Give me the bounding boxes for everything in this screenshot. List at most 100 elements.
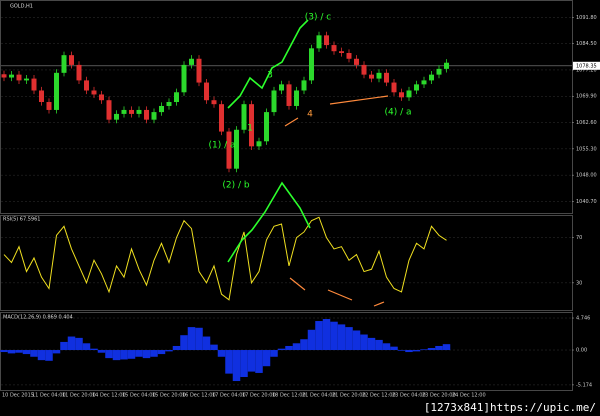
- macd-bar: [52, 350, 61, 354]
- macd-bar: [7, 350, 16, 354]
- x-tick-label: 11 Dec 20:00: [62, 393, 96, 399]
- candle-body: [114, 113, 119, 120]
- rsi-arrow: [327, 289, 353, 301]
- macd-bar: [285, 345, 293, 351]
- wave-label: (2) / b: [222, 181, 250, 191]
- macd-bar: [150, 350, 158, 357]
- macd-bar: [217, 350, 226, 357]
- macd-bar: [232, 350, 241, 382]
- watermark-box: [426, 399, 600, 416]
- price-label-box: [573, 61, 600, 70]
- candle-body: [249, 104, 254, 147]
- x-tick-label: 23 Dec 20:00: [422, 393, 456, 399]
- macd-bar: [442, 344, 451, 351]
- candle-body: [106, 100, 112, 120]
- candle-body: [429, 74, 434, 81]
- x-tick-label: 16 Dec 12:00: [182, 393, 216, 399]
- candle-body: [24, 78, 29, 81]
- macd-bar: [247, 350, 256, 372]
- x-tick-label: 14 Dec 12:00: [92, 393, 126, 399]
- macd-bar: [135, 350, 143, 357]
- chart-title: GOLD,H1: [10, 4, 33, 10]
- macd-bar: [270, 350, 278, 357]
- x-tick-label: 22 Dec 12:00: [362, 393, 396, 399]
- candle-body: [391, 82, 397, 93]
- indicator-title: MACD(12,26,9) 0.869 0.404: [3, 315, 73, 321]
- macd-bar: [337, 324, 346, 351]
- wave-label: 1: [247, 124, 253, 134]
- macd-bar: [157, 350, 166, 355]
- macd-bar: [292, 343, 301, 351]
- y-tick-label: 1040.70: [576, 199, 597, 205]
- macd-bar: [322, 319, 331, 351]
- macd-bar: [165, 350, 173, 352]
- candle-body: [436, 68, 442, 75]
- y-tick-label: 70: [576, 235, 582, 241]
- price-panel: [0, 0, 573, 214]
- macd-bar: [60, 341, 68, 351]
- candle-body: [196, 58, 202, 83]
- macd-bar: [67, 336, 76, 351]
- wave-label: 4: [307, 110, 313, 120]
- macd-bar: [262, 350, 271, 367]
- candle-body: [286, 84, 292, 106]
- y-tick-label: -5.174: [576, 382, 592, 388]
- candle-body: [316, 35, 322, 49]
- rsi-wave-line: [227, 181, 311, 263]
- macd-bar: [300, 339, 308, 351]
- wave-label: (4) / a: [384, 108, 411, 118]
- macd-bar: [105, 350, 113, 359]
- macd-bar: [277, 348, 286, 351]
- macd-bar: [435, 345, 443, 351]
- macd-bar: [367, 337, 376, 351]
- candle-body: [361, 64, 367, 75]
- candle-body: [219, 104, 224, 132]
- macd-bar: [412, 350, 421, 352]
- macd-bar: [307, 329, 316, 351]
- macd-bar: [127, 350, 136, 359]
- macd-bar: [187, 327, 196, 351]
- candle-body: [189, 58, 194, 65]
- y-tick-label: 1069.90: [576, 94, 597, 100]
- candle-body: [324, 35, 329, 46]
- candle-body: [31, 78, 37, 91]
- candle-body: [16, 74, 22, 81]
- macd-bar: [352, 330, 361, 351]
- candle-body: [226, 131, 232, 169]
- macd-bar: [37, 350, 46, 361]
- candle-body: [346, 53, 352, 59]
- candle-body: [406, 90, 412, 98]
- candle-body: [241, 104, 247, 130]
- macd-bar: [180, 335, 188, 351]
- candle-body: [159, 105, 164, 113]
- x-tick-label: 11 Dec 04:00: [32, 393, 66, 399]
- macd-bar: [0, 350, 8, 353]
- macd-bar: [360, 334, 368, 351]
- candle-body: [61, 55, 67, 73]
- candle-body: [376, 72, 382, 79]
- candle-body: [414, 84, 419, 91]
- macd-bar: [375, 339, 383, 351]
- candle-body: [384, 72, 389, 83]
- x-tick-label: 17 Dec 20:00: [242, 393, 276, 399]
- candle-body: [271, 90, 277, 113]
- macd-bar: [405, 350, 413, 353]
- macd-bar: [240, 350, 248, 377]
- plot-layer: 1091.80 1084.50 1077.20 1069.90 1062.60 1055.…: [0, 4, 600, 399]
- candle-body: [76, 64, 82, 81]
- candle-body: [444, 62, 449, 69]
- candle-body: [369, 74, 374, 79]
- macd-bar: [15, 350, 23, 353]
- y-tick-label: 0.00: [576, 348, 587, 354]
- y-tick-label: 1048.00: [576, 173, 597, 179]
- y-tick-label: 30: [576, 280, 582, 286]
- candle-body: [99, 94, 104, 101]
- rsi-arrow: [289, 277, 306, 291]
- candle-body: [301, 80, 307, 91]
- candle-body: [204, 82, 209, 101]
- candle-body: [234, 129, 239, 169]
- wave-line: [227, 19, 309, 109]
- macd-bar: [112, 350, 121, 361]
- wave-label: (1) / a: [208, 141, 235, 151]
